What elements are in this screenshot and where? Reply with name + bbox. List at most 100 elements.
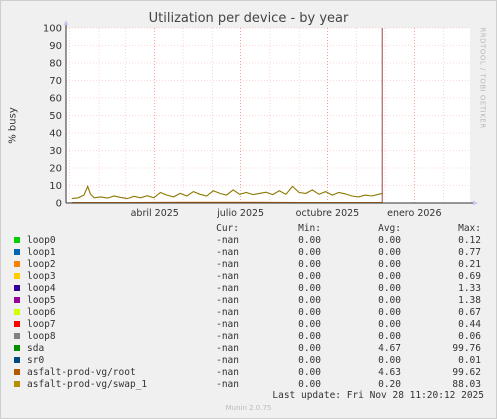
legend-max-value: 0.77 — [458, 247, 481, 258]
legend-min-value: 0.00 — [298, 319, 321, 330]
legend-row: loop6 -nan 0.00 0.00 0.67 — [0, 307, 497, 319]
legend-max-value: 1.38 — [458, 295, 481, 306]
legend-swatch — [14, 321, 20, 327]
legend-row: loop5 -nan 0.00 0.00 1.38 — [0, 295, 497, 307]
legend-avg-value: 0.20 — [378, 379, 401, 390]
legend-max-value: 0.06 — [458, 331, 481, 342]
legend-series-name: loop2 — [27, 259, 56, 270]
legend-min-value: 0.00 — [298, 379, 321, 390]
legend-header-min: Min: — [298, 223, 321, 234]
legend-min-value: 0.00 — [298, 355, 321, 366]
chart-title: Utilization per device - by year — [148, 11, 349, 26]
legend-min-value: 0.00 — [298, 235, 321, 246]
y-tick-label: 30 — [49, 146, 62, 157]
legend-cur-value: -nan — [216, 247, 239, 258]
legend-row: loop0 -nan 0.00 0.00 0.12 — [0, 235, 497, 247]
legend-cur-value: -nan — [216, 319, 239, 330]
munin-version: Munin 2.0.75 — [225, 404, 272, 412]
legend-row: loop3 -nan 0.00 0.00 0.69 — [0, 271, 497, 283]
legend-swatch — [14, 357, 20, 363]
legend-cur-value: -nan — [216, 379, 239, 390]
legend-swatch — [14, 261, 20, 267]
legend-cur-value: -nan — [216, 295, 239, 306]
legend-avg-value: 0.00 — [378, 235, 401, 246]
legend-max-value: 0.44 — [458, 319, 481, 330]
legend-series-name: loop7 — [27, 319, 56, 330]
legend-swatch — [14, 369, 20, 375]
legend-avg-value: 0.00 — [378, 319, 401, 330]
y-axis-arrow — [63, 20, 69, 25]
legend-swatch — [14, 249, 20, 255]
grid-layer — [66, 27, 470, 203]
legend-avg-value: 0.00 — [378, 355, 401, 366]
y-tick-label: 40 — [49, 129, 62, 140]
legend-swatch — [14, 297, 20, 303]
legend-min-value: 0.00 — [298, 331, 321, 342]
legend-cur-value: -nan — [216, 259, 239, 270]
y-tick-label: 80 — [49, 59, 62, 70]
legend-min-value: 0.00 — [298, 367, 321, 378]
legend-series-name: loop6 — [27, 307, 56, 318]
x-tick-label: julio 2025 — [216, 208, 264, 219]
legend-row: loop4 -nan 0.00 0.00 1.33 — [0, 283, 497, 295]
legend-avg-value: 4.63 — [378, 367, 401, 378]
legend-cur-value: -nan — [216, 271, 239, 282]
legend-row: loop8 -nan 0.00 0.00 0.06 — [0, 331, 497, 343]
legend-series-name: loop1 — [27, 247, 56, 258]
legend-swatch — [14, 273, 20, 279]
legend-avg-value: 0.00 — [378, 259, 401, 270]
legend-max-value: 1.33 — [458, 283, 481, 294]
x-tick-label: octubre 2025 — [296, 208, 360, 219]
y-tick-label: 50 — [49, 111, 62, 122]
legend-avg-value: 4.67 — [378, 343, 401, 354]
legend-series-name: loop8 — [27, 331, 56, 342]
legend-series-name: loop5 — [27, 295, 56, 306]
legend-swatch — [14, 333, 20, 339]
legend-max-value: 99.62 — [452, 367, 481, 378]
legend-row: loop7 -nan 0.00 0.00 0.44 — [0, 319, 497, 331]
legend-max-value: 0.01 — [458, 355, 481, 366]
legend-cur-value: -nan — [216, 367, 239, 378]
legend-series-name: asfalt-prod-vg/swap_1 — [27, 379, 148, 390]
y-tick-label: 60 — [49, 94, 62, 105]
legend-avg-value: 0.00 — [378, 295, 401, 306]
legend-header-cur: Cur: — [216, 223, 239, 234]
x-axis-arrow — [473, 200, 478, 206]
legend-series-name: sr0 — [27, 355, 45, 366]
legend-header-max: Max: — [458, 223, 481, 234]
legend-cur-value: -nan — [216, 235, 239, 246]
legend-cur-value: -nan — [216, 307, 239, 318]
legend-row: asfalt-prod-vg/root -nan 0.00 4.63 99.62 — [0, 367, 497, 379]
legend-max-value: 0.12 — [458, 235, 481, 246]
legend-cur-value: -nan — [216, 355, 239, 366]
legend-series-name: sda — [27, 343, 45, 354]
legend-row: sda -nan 0.00 4.67 99.76 — [0, 343, 497, 355]
legend-max-value: 0.69 — [458, 271, 481, 282]
legend-avg-value: 0.00 — [378, 247, 401, 258]
legend-header-avg: Avg: — [378, 223, 401, 234]
x-tick-label: enero 2026 — [387, 208, 441, 219]
y-tick-label: 0 — [56, 199, 62, 210]
legend-cur-value: -nan — [216, 331, 239, 342]
legend-swatch — [14, 285, 20, 291]
axis-layer — [63, 20, 478, 206]
y-tick-label: 90 — [49, 41, 62, 52]
legend-max-value: 88.03 — [452, 379, 481, 390]
legend-swatch — [14, 237, 20, 243]
legend-row: loop2 -nan 0.00 0.00 0.21 — [0, 259, 497, 271]
y-tick-label: 10 — [49, 181, 62, 192]
legend-swatch — [14, 381, 20, 387]
y-tick-label: 70 — [49, 76, 62, 87]
legend-min-value: 0.00 — [298, 343, 321, 354]
y-tick-label: 20 — [49, 164, 62, 175]
legend-swatch — [14, 309, 20, 315]
series-line-1 — [71, 184, 383, 200]
legend-min-value: 0.00 — [298, 247, 321, 258]
legend-max-value: 0.67 — [458, 307, 481, 318]
last-update: Last update: Fri Nov 28 11:20:12 2025 — [272, 390, 484, 401]
legend-max-value: 0.21 — [458, 259, 481, 270]
legend-min-value: 0.00 — [298, 259, 321, 270]
legend-row: loop1 -nan 0.00 0.00 0.77 — [0, 247, 497, 259]
legend-min-value: 0.00 — [298, 283, 321, 294]
x-tick-label: abril 2025 — [131, 208, 179, 219]
